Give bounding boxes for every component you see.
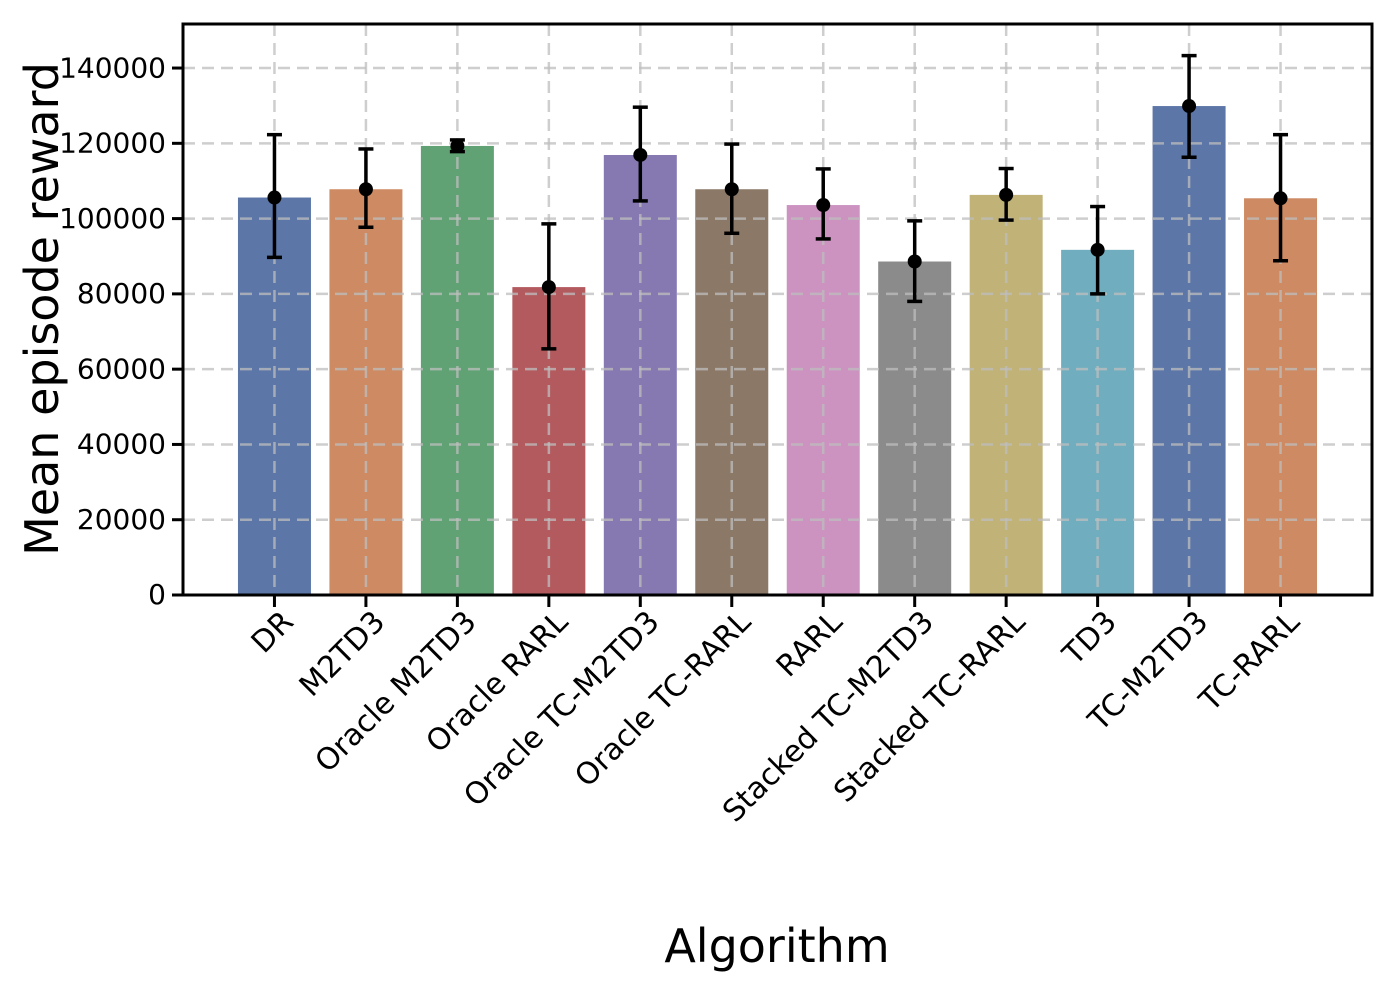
mean-marker-tc-rarl xyxy=(1273,191,1288,206)
mean-marker-oracle-rarl xyxy=(541,280,556,295)
bars-layer xyxy=(237,106,1318,596)
plot-spines xyxy=(181,22,1374,597)
y-tick-label: 20000 xyxy=(77,503,166,536)
y-tick-label: 60000 xyxy=(77,352,166,385)
y-tick-label: 100000 xyxy=(59,202,166,235)
y-tick-label: 120000 xyxy=(59,127,166,160)
y-tick-label: 80000 xyxy=(77,277,166,310)
mean-marker-dr xyxy=(267,190,282,205)
x-tick-label-oracle-tc-rarl: Oracle TC-RARL xyxy=(568,604,758,794)
x-tick-label-rarl: RARL xyxy=(770,604,850,684)
mean-marker-td3 xyxy=(1090,242,1105,257)
mean-marker-oracle-tc-rarl xyxy=(724,182,739,197)
mean-marker-stacked-tc-m2td3 xyxy=(907,254,922,269)
mean-marker-stacked-tc-rarl xyxy=(999,187,1014,202)
mean-marker-oracle-tc-m2td3 xyxy=(633,147,648,162)
x-axis-title: Algorithm xyxy=(664,919,889,973)
y-tick-label: 0 xyxy=(148,578,166,611)
x-tick-label-oracle-m2td3: Oracle M2TD3 xyxy=(308,604,483,779)
x-tick-label-td3: TD3 xyxy=(1056,604,1124,672)
error-bars-layer xyxy=(266,53,1289,351)
x-tick-label-dr: DR xyxy=(245,604,301,660)
mean-marker-m2td3 xyxy=(358,182,373,197)
gridlines-layer xyxy=(183,24,1372,595)
y-tick-label: 140000 xyxy=(59,51,166,84)
mean-marker-rarl xyxy=(816,198,831,213)
bar-rarl xyxy=(786,205,860,596)
mean-marker-oracle-m2td3 xyxy=(450,138,465,153)
y-axis-title: Mean episode reward xyxy=(15,62,69,556)
y-tick-label: 40000 xyxy=(77,428,166,461)
x-tick-label-tc-rarl: TC-RARL xyxy=(1192,604,1307,719)
mean-marker-tc-m2td3 xyxy=(1182,99,1197,114)
